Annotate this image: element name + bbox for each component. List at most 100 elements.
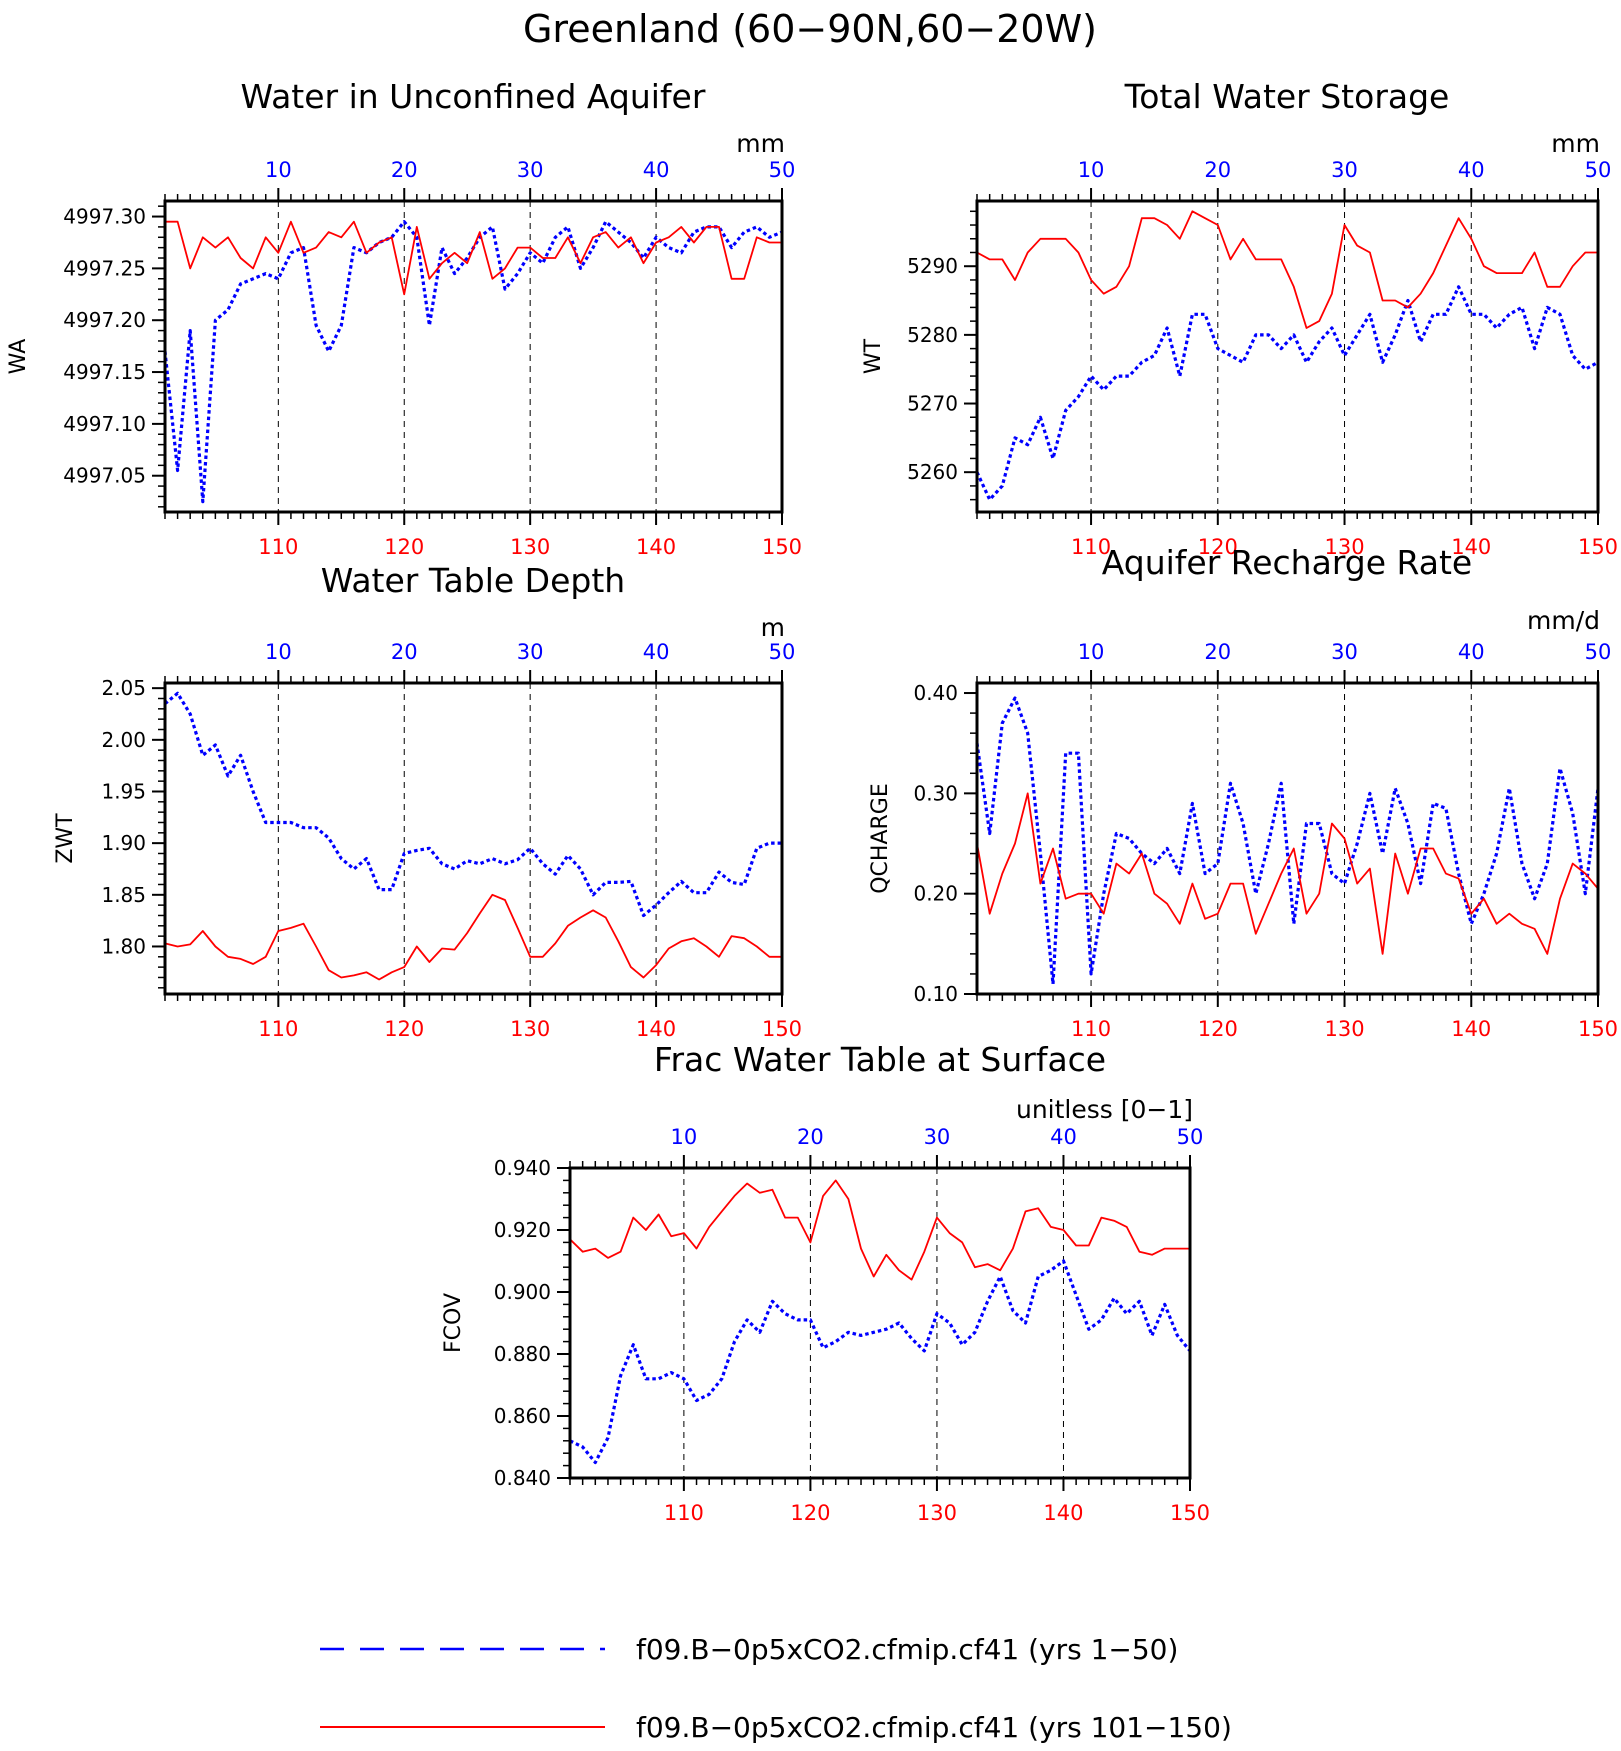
x-tick-label-top: 40: [1458, 640, 1485, 664]
x-tick-label-bottom: 130: [917, 1501, 957, 1525]
y-tick-label: 0.10: [913, 982, 958, 1006]
y-tick-label: 4997.30: [63, 205, 146, 229]
x-tick-label-bottom: 110: [258, 1017, 298, 1041]
x-tick-label-bottom: 120: [384, 535, 424, 559]
plot-frame: [163, 199, 784, 514]
y-axis-label: ZWT: [53, 813, 78, 864]
x-tick-label-bottom: 120: [790, 1501, 830, 1525]
y-tick-label: 0.880: [494, 1342, 551, 1366]
x-tick-label-top: 40: [1458, 158, 1485, 182]
chart-aquifer-recharge-rate: Aquifer Recharge Rate mm/d QCHARGE 110 120 13…: [868, 543, 1618, 1041]
panel-title: Frac Water Table at Surface: [654, 1040, 1106, 1079]
y-tick-label: 5290: [907, 254, 958, 278]
x-tick-label-bottom: 150: [1578, 1017, 1618, 1041]
x-tick-label-bottom: 140: [1043, 1501, 1083, 1525]
units-label: mm: [1551, 129, 1600, 158]
y-tick-label: 1.80: [101, 934, 146, 958]
x-tick-label-top: 30: [1331, 158, 1358, 182]
series-line-yrs-1-50: [163, 691, 782, 918]
y-tick-label: 0.920: [494, 1218, 551, 1242]
series-line-yrs-101-150: [976, 792, 1599, 955]
series-line-yrs-1-50: [163, 220, 783, 504]
chart-water-table-depth: Water Table Depth m ZWT 110 120 130 140 150 10 20…: [53, 561, 802, 1041]
x-tick-label-top: 40: [643, 158, 670, 182]
legend: f09.B−0p5xCO2.cfmip.cf41 (yrs 1−50) f09.…: [320, 1633, 1232, 1744]
series-line-yrs-1-50: [975, 285, 1599, 502]
y-tick-label: 0.40: [913, 681, 958, 705]
plot-frame: [163, 681, 784, 996]
y-tick-label: 4997.10: [63, 412, 146, 436]
y-tick-label: 0.900: [494, 1280, 551, 1304]
y-tick-label: 5270: [907, 392, 958, 416]
x-tick-label-top: 10: [1078, 640, 1105, 664]
x-tick-label-bottom: 140: [636, 1017, 676, 1041]
y-tick-label: 4997.20: [63, 308, 146, 332]
x-tick-label-top: 20: [797, 1125, 824, 1149]
x-tick-label-bottom: 130: [1324, 535, 1364, 559]
x-tick-label-bottom: 120: [1198, 535, 1238, 559]
x-tick-label-top: 30: [1331, 640, 1358, 664]
x-tick-label-top: 30: [517, 158, 544, 182]
panel-title: Aquifer Recharge Rate: [1102, 543, 1472, 582]
x-tick-label-bottom: 110: [258, 535, 298, 559]
legend-label-2: f09.B−0p5xCO2.cfmip.cf41 (yrs 101−150): [636, 1711, 1232, 1744]
x-tick-label-bottom: 150: [1170, 1501, 1210, 1525]
x-tick-label-bottom: 130: [510, 1017, 550, 1041]
series-line-yrs-101-150: [569, 1179, 1190, 1281]
x-tick-label-bottom: 110: [1071, 535, 1111, 559]
y-tick-label: 0.840: [494, 1466, 551, 1490]
x-tick-label-top: 40: [643, 640, 670, 664]
y-axis-label: FCOV: [441, 1293, 466, 1353]
x-tick-label-bottom: 130: [1324, 1017, 1364, 1041]
units-label: m: [761, 613, 785, 642]
units-label: mm/d: [1527, 606, 1600, 635]
x-tick-label-top: 30: [517, 640, 544, 664]
x-tick-label-bottom: 120: [384, 1017, 424, 1041]
x-tick-label-top: 50: [769, 158, 796, 182]
chart-frac-water-table-at-surface: Frac Water Table at Surface unitless [0−1…: [441, 1040, 1210, 1525]
plot-frame: [568, 1166, 1192, 1480]
units-label: unitless [0−1]: [1016, 1095, 1193, 1124]
x-tick-label-bottom: 140: [1451, 535, 1491, 559]
x-tick-label-top: 10: [265, 640, 292, 664]
y-axis-label: WA: [6, 339, 31, 375]
panel-title: Water Table Depth: [321, 561, 625, 600]
x-tick-label-top: 20: [391, 158, 418, 182]
x-tick-label-bottom: 130: [510, 535, 550, 559]
y-tick-label: 4997.05: [63, 464, 146, 488]
x-tick-label-bottom: 110: [1071, 1017, 1111, 1041]
y-tick-label: 4997.25: [63, 256, 146, 280]
y-axis-label: WT: [861, 338, 886, 374]
y-tick-label: 0.860: [494, 1404, 551, 1428]
x-tick-label-bottom: 150: [762, 535, 802, 559]
panel-title: Total Water Storage: [1124, 77, 1450, 116]
figure-title: Greenland (60−90N,60−20W): [523, 7, 1097, 51]
panel-title: Water in Unconfined Aquifer: [241, 77, 706, 116]
x-tick-label-bottom: 140: [636, 535, 676, 559]
series-line-yrs-101-150: [976, 210, 1598, 329]
y-tick-label: 1.95: [101, 779, 146, 803]
x-tick-label-bottom: 110: [664, 1501, 704, 1525]
y-tick-label: 2.00: [101, 728, 146, 752]
y-axis-label: QCHARGE: [868, 783, 893, 894]
x-tick-label-top: 50: [1585, 640, 1612, 664]
chart-total-water-storage: Total Water Storage mm WT 110 120 130 140 150 10…: [861, 77, 1618, 559]
x-tick-label-top: 10: [265, 158, 292, 182]
plot-frame: [975, 199, 1600, 514]
x-tick-label-top: 20: [1204, 158, 1231, 182]
x-tick-label-bottom: 140: [1451, 1017, 1491, 1041]
series-line-yrs-1-50: [975, 696, 1600, 986]
x-tick-label-top: 10: [671, 1125, 698, 1149]
series-line-yrs-101-150: [164, 893, 782, 981]
x-tick-label-bottom: 120: [1198, 1017, 1238, 1041]
plot-frame: [975, 681, 1600, 996]
x-tick-label-top: 10: [1078, 158, 1105, 182]
x-tick-label-bottom: 150: [1578, 535, 1618, 559]
y-tick-label: 4997.15: [63, 360, 146, 384]
x-tick-label-top: 50: [1585, 158, 1612, 182]
y-tick-label: 0.940: [494, 1156, 551, 1180]
y-tick-label: 2.05: [101, 676, 146, 700]
x-tick-label-top: 40: [1050, 1125, 1077, 1149]
units-label: mm: [736, 129, 785, 158]
